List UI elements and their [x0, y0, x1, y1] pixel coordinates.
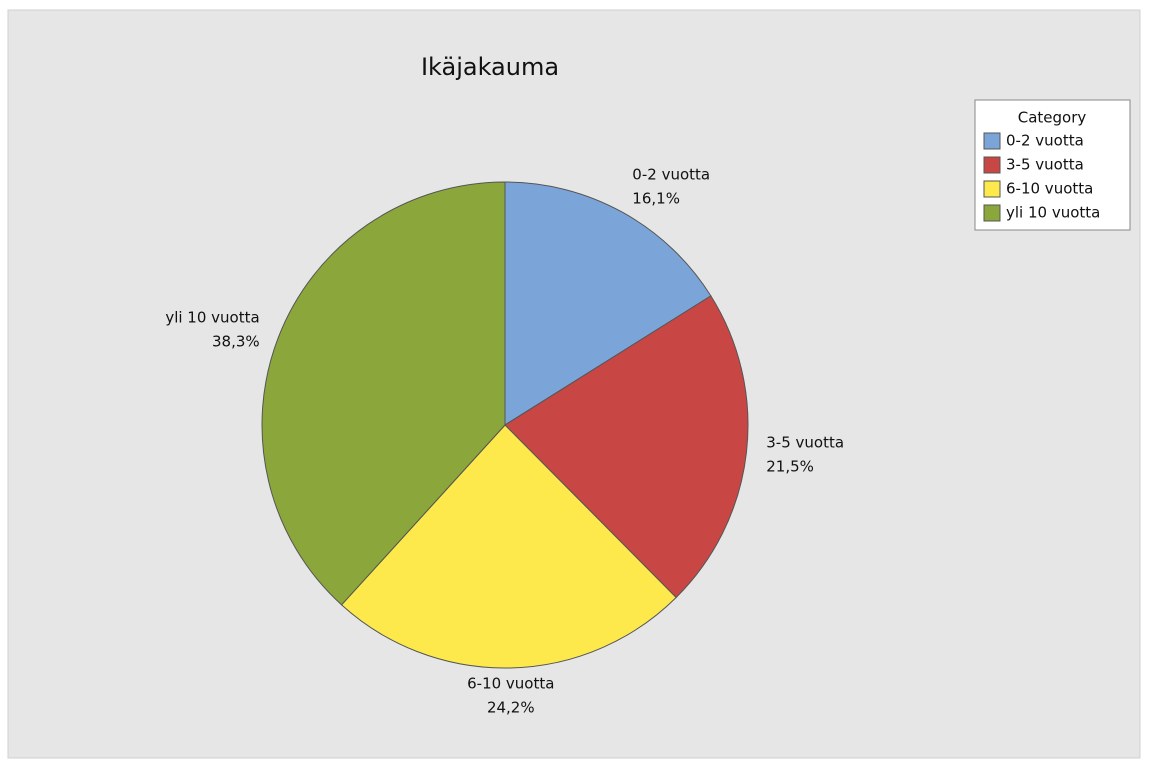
- slice-label: 3-5 vuotta: [766, 434, 844, 452]
- legend-label: 0-2 vuotta: [1006, 132, 1084, 150]
- legend: Category 0-2 vuotta 3-5 vuotta 6-10 vuotta…: [974, 99, 1131, 231]
- legend-swatch: [983, 204, 1001, 222]
- pie-slice: [504, 295, 749, 599]
- legend-box: [974, 99, 1131, 231]
- legend-swatch: [983, 180, 1001, 198]
- pie-slice: [504, 181, 712, 426]
- legend-label: yli 10 vuotta: [1006, 204, 1100, 222]
- slice-label: 0-2 vuotta: [632, 165, 710, 183]
- slice-value-label: 38,3%: [212, 333, 260, 351]
- slice-value-label: 24,2%: [487, 698, 535, 716]
- legend-label: 6-10 vuotta: [1006, 180, 1093, 198]
- chart-title: Ikäjakauma: [421, 53, 559, 81]
- pie-slice: [261, 181, 506, 606]
- legend-swatch: [983, 156, 1001, 174]
- legend-title: Category: [1018, 109, 1087, 127]
- slice-value-label: 21,5%: [766, 458, 814, 476]
- pie-slice: [340, 424, 677, 669]
- slice-value-label: 16,1%: [632, 189, 680, 207]
- legend-swatch: [983, 132, 1001, 150]
- slice-label: 6-10 vuotta: [467, 674, 554, 692]
- legend-label: 3-5 vuotta: [1006, 156, 1084, 174]
- slice-label: yli 10 vuotta: [165, 309, 259, 327]
